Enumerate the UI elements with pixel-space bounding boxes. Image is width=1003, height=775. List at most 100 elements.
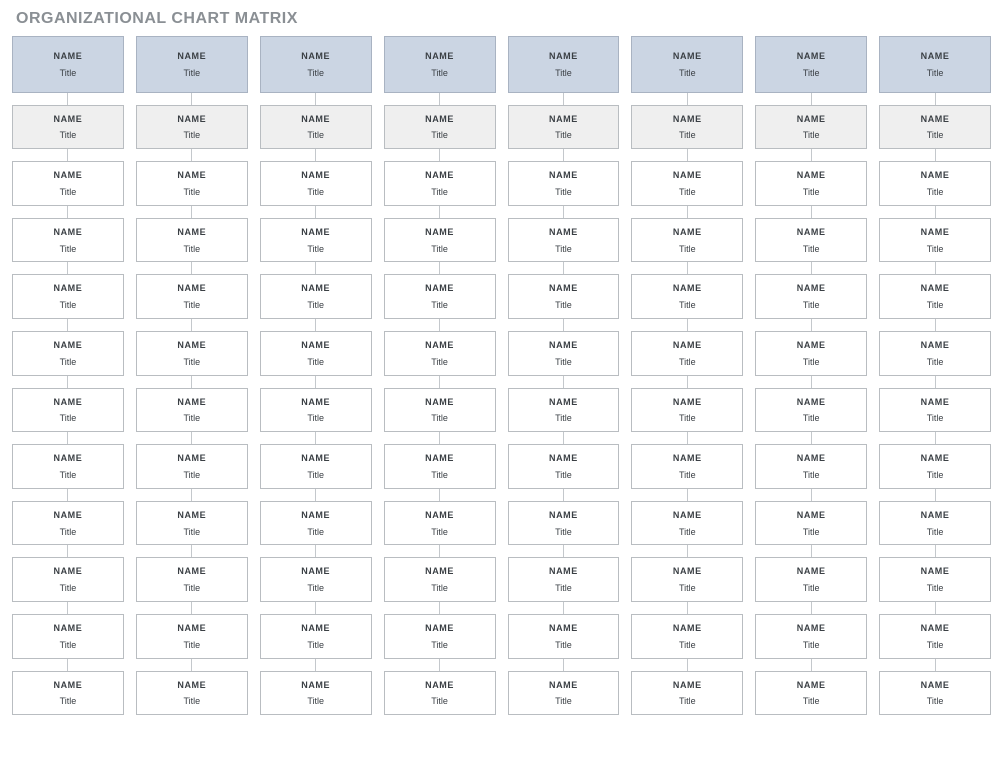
connector-line xyxy=(935,262,936,274)
org-card-title: Title xyxy=(389,244,491,255)
org-card: NAMETitle xyxy=(755,218,867,263)
org-card-title: Title xyxy=(17,130,119,141)
connector-line xyxy=(563,545,564,557)
org-chart-grid: NAME Title NAME Title NAME Title NAME Title NAME… xyxy=(12,36,991,715)
org-card-name: NAME xyxy=(141,170,243,181)
org-card: NAMETitle xyxy=(508,161,620,206)
org-card: NAMETitle xyxy=(755,331,867,376)
org-card: NAMETitle xyxy=(879,501,991,546)
org-card-title: Title xyxy=(141,527,243,538)
org-card-title: Title xyxy=(389,527,491,538)
org-column: NAMETitleNAMETitleNAMETitleNAMETitleNAME… xyxy=(631,36,743,715)
org-card-title: Title xyxy=(760,413,862,424)
org-card-title: Title xyxy=(389,413,491,424)
connector-line xyxy=(67,93,68,105)
org-card: NAMETitle xyxy=(136,388,248,433)
org-card-title: Title xyxy=(636,640,738,651)
connector-line xyxy=(191,376,192,388)
org-card: NAMETitle xyxy=(260,105,372,150)
org-card: NAME Title xyxy=(12,274,124,319)
org-card-name: NAME xyxy=(760,114,862,125)
org-card-title: Title xyxy=(265,527,367,538)
connector-line xyxy=(439,319,440,331)
org-card-name: NAME xyxy=(17,114,119,125)
org-card-name: NAME xyxy=(17,397,119,408)
org-card: NAMETitle xyxy=(508,501,620,546)
org-card-title: Title xyxy=(636,130,738,141)
org-card-name: NAME xyxy=(884,566,986,577)
org-card-title: Title xyxy=(17,640,119,651)
connector-line xyxy=(563,659,564,671)
org-column: NAMETitleNAMETitleNAMETitleNAMETitleNAME… xyxy=(136,36,248,715)
org-card-title: Title xyxy=(265,413,367,424)
org-card: NAMETitle xyxy=(755,105,867,150)
org-card-name: NAME xyxy=(17,283,119,294)
org-card-title: Title xyxy=(17,300,119,311)
org-card-name: NAME xyxy=(389,453,491,464)
connector-line xyxy=(935,545,936,557)
org-card: NAMETitle xyxy=(631,274,743,319)
org-card: NAMETitle xyxy=(12,444,124,489)
org-card-title: Title xyxy=(265,696,367,707)
connector-line xyxy=(439,489,440,501)
connector-line xyxy=(935,489,936,501)
org-card: NAMETitle xyxy=(755,614,867,659)
org-card-title: Title xyxy=(513,68,615,79)
connector-line xyxy=(563,149,564,161)
connector-line xyxy=(687,149,688,161)
org-card-title: Title xyxy=(389,187,491,198)
org-card: NAMETitle xyxy=(879,671,991,716)
org-card: NAME Title xyxy=(631,105,743,150)
org-card: NAMETitle xyxy=(12,614,124,659)
connector-line xyxy=(935,319,936,331)
org-card-title: Title xyxy=(141,696,243,707)
org-card-name: NAME xyxy=(265,340,367,351)
org-card-name: NAME xyxy=(141,283,243,294)
org-card-title: Title xyxy=(265,470,367,481)
org-card-title: Title xyxy=(17,413,119,424)
org-card-name: NAME xyxy=(636,114,738,125)
org-card: NAMETitle xyxy=(631,501,743,546)
connector-line xyxy=(563,432,564,444)
org-card: NAMETitle xyxy=(384,388,496,433)
org-card: NAMETitle xyxy=(260,388,372,433)
connector-line xyxy=(687,93,688,105)
org-card-title: Title xyxy=(513,470,615,481)
connector-line xyxy=(563,489,564,501)
org-card-name: NAME xyxy=(265,170,367,181)
org-card: NAMETitle xyxy=(879,274,991,319)
org-card-name: NAME xyxy=(389,340,491,351)
org-card-name: NAME xyxy=(17,340,119,351)
org-card: NAMETitle xyxy=(508,218,620,263)
org-card-title: Title xyxy=(884,357,986,368)
connector-line xyxy=(811,149,812,161)
org-card-title: Title xyxy=(265,68,367,79)
org-card-title: Title xyxy=(636,696,738,707)
org-card: NAMETitle xyxy=(136,274,248,319)
org-card-title: Title xyxy=(760,357,862,368)
org-card-title: Title xyxy=(265,244,367,255)
connector-line xyxy=(439,545,440,557)
org-card-title: Title xyxy=(884,130,986,141)
org-card: NAMETitle xyxy=(508,557,620,602)
org-card-title: Title xyxy=(17,470,119,481)
org-card: NAMETitle xyxy=(879,388,991,433)
org-card-title: Title xyxy=(265,300,367,311)
org-card: NAMETitle xyxy=(755,274,867,319)
org-card-name: NAME xyxy=(17,227,119,238)
connector-line xyxy=(687,602,688,614)
org-card-name: NAME xyxy=(141,227,243,238)
connector-line xyxy=(315,376,316,388)
org-card-title: Title xyxy=(884,470,986,481)
org-card: NAMETitle xyxy=(508,614,620,659)
org-card: NAMETitle xyxy=(879,218,991,263)
org-card: NAMETitle xyxy=(384,501,496,546)
connector-line xyxy=(935,376,936,388)
org-card-title: Title xyxy=(760,470,862,481)
org-column: NAMETitleNAMETitleNAMETitleNAMETitleNAME… xyxy=(260,36,372,715)
connector-line xyxy=(687,319,688,331)
org-column: NAMETitleNAMETitleNAMETitleNAMETitleNAME… xyxy=(384,36,496,715)
org-card: NAMETitle xyxy=(631,614,743,659)
connector-line xyxy=(811,602,812,614)
connector-line xyxy=(191,432,192,444)
